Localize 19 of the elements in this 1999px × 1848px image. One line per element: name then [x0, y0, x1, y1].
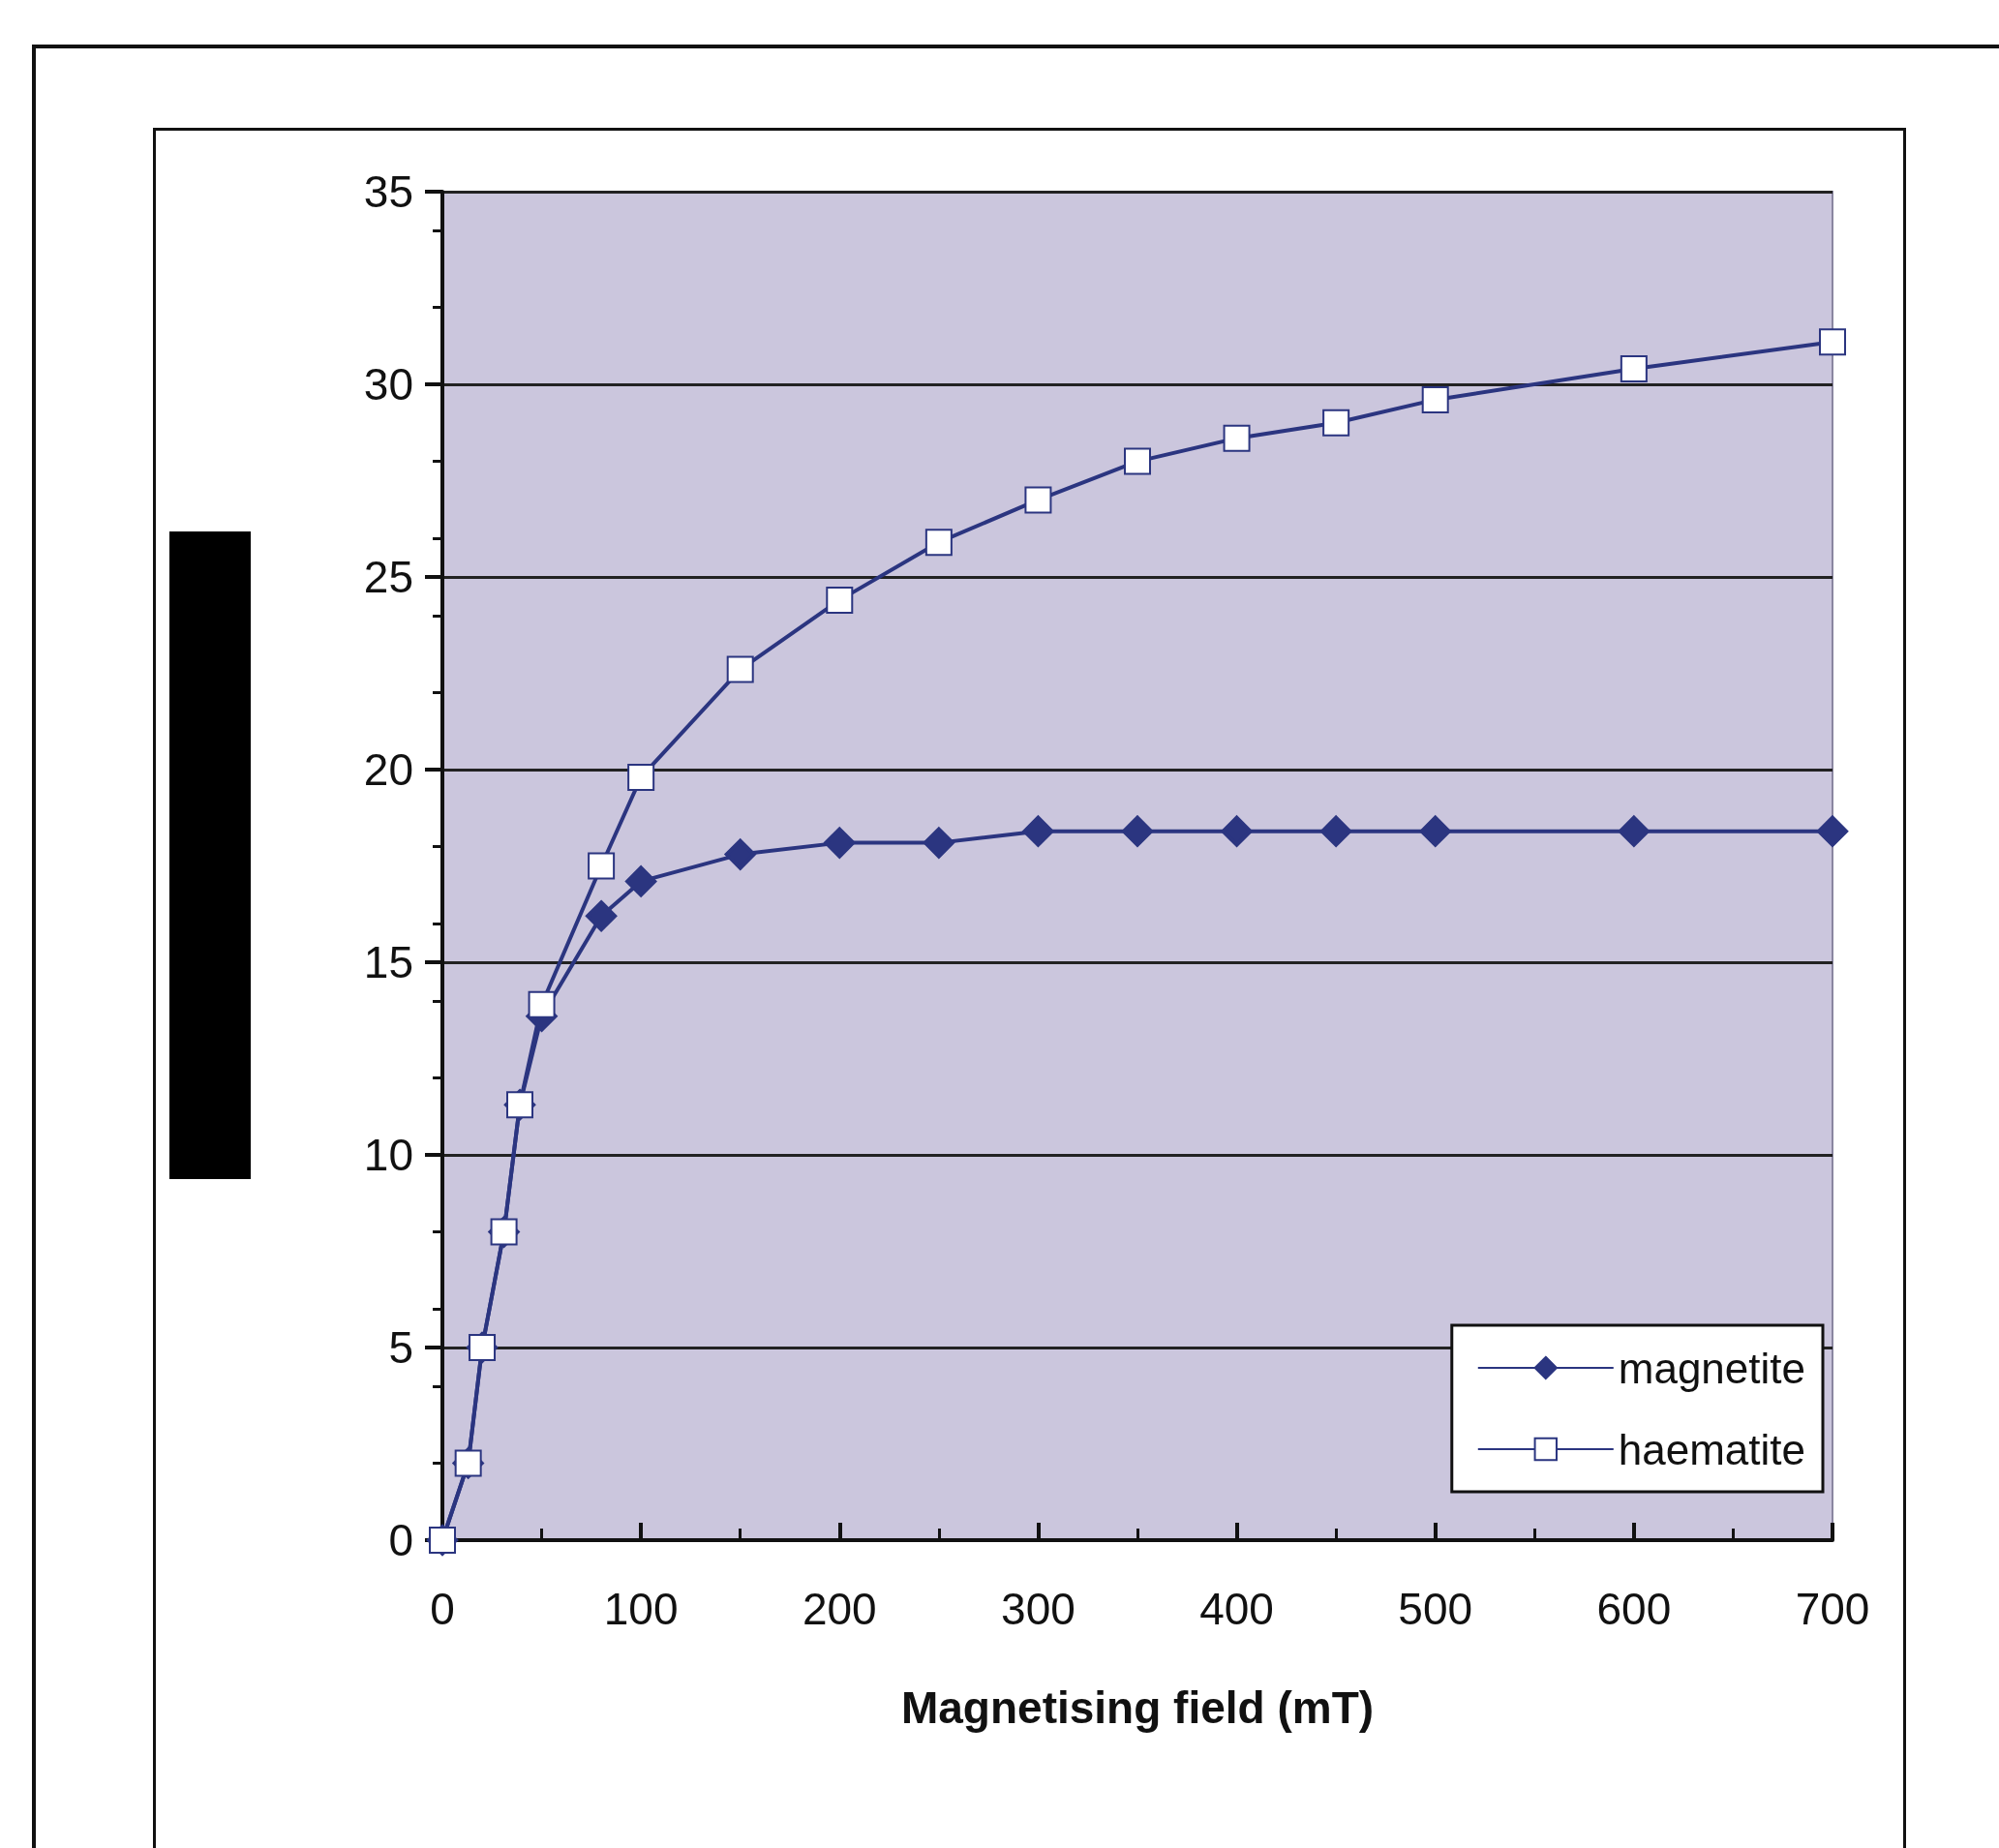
x-tick-label: 0 — [430, 1584, 455, 1634]
x-tick-label: 600 — [1596, 1584, 1672, 1634]
legend-label: haematite — [1618, 1425, 1805, 1473]
legend-label: magnetite — [1618, 1344, 1805, 1392]
x-tick-label: 100 — [603, 1584, 679, 1634]
y-tick-label: 10 — [363, 1130, 413, 1180]
x-tick-label: 500 — [1398, 1584, 1473, 1634]
y-tick-label: 35 — [363, 167, 413, 217]
y-tick-label: 15 — [363, 937, 413, 987]
x-tick-label: 200 — [802, 1584, 877, 1634]
y-tick-label: 25 — [363, 552, 413, 602]
x-tick-label: 700 — [1795, 1584, 1870, 1634]
y-tick-label: 5 — [388, 1322, 413, 1373]
x-axis-title: Magnetising field (mT) — [900, 1682, 1375, 1733]
y-tick-label: 0 — [388, 1515, 413, 1565]
x-tick-label: 300 — [1001, 1584, 1075, 1634]
x-tick-label: 400 — [1199, 1584, 1274, 1634]
y-tick-label: 30 — [363, 359, 413, 409]
y-tick-label: 20 — [363, 744, 413, 795]
